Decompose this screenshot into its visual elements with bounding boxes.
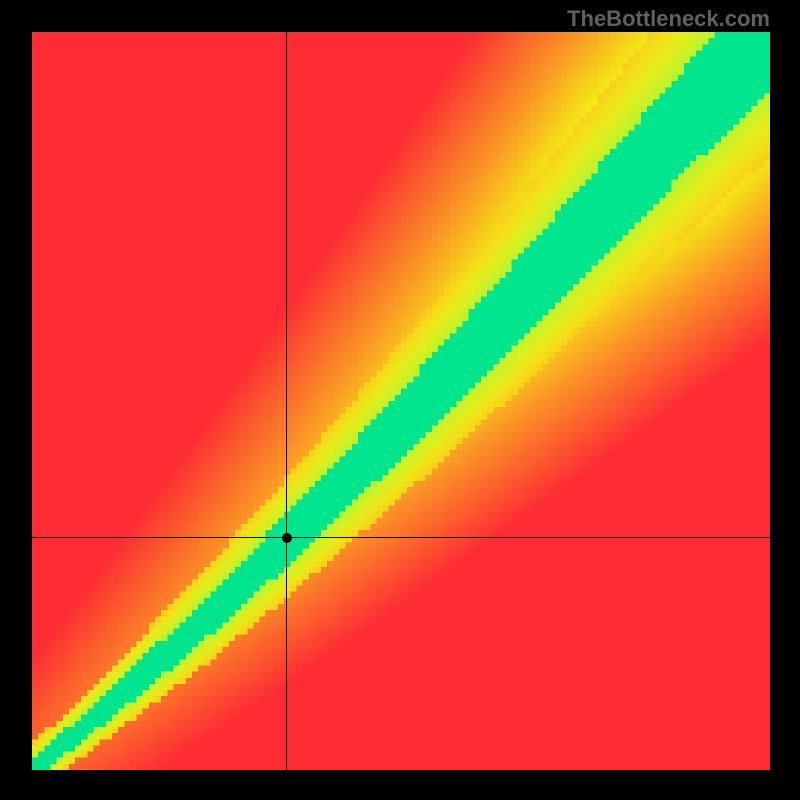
heatmap-canvas (32, 32, 770, 770)
chart-container: TheBottleneck.com (0, 0, 800, 800)
plot-area (32, 32, 770, 770)
data-point-marker (282, 533, 292, 543)
watermark-text: TheBottleneck.com (567, 6, 770, 32)
crosshair-horizontal (32, 537, 770, 538)
crosshair-vertical (286, 32, 287, 770)
